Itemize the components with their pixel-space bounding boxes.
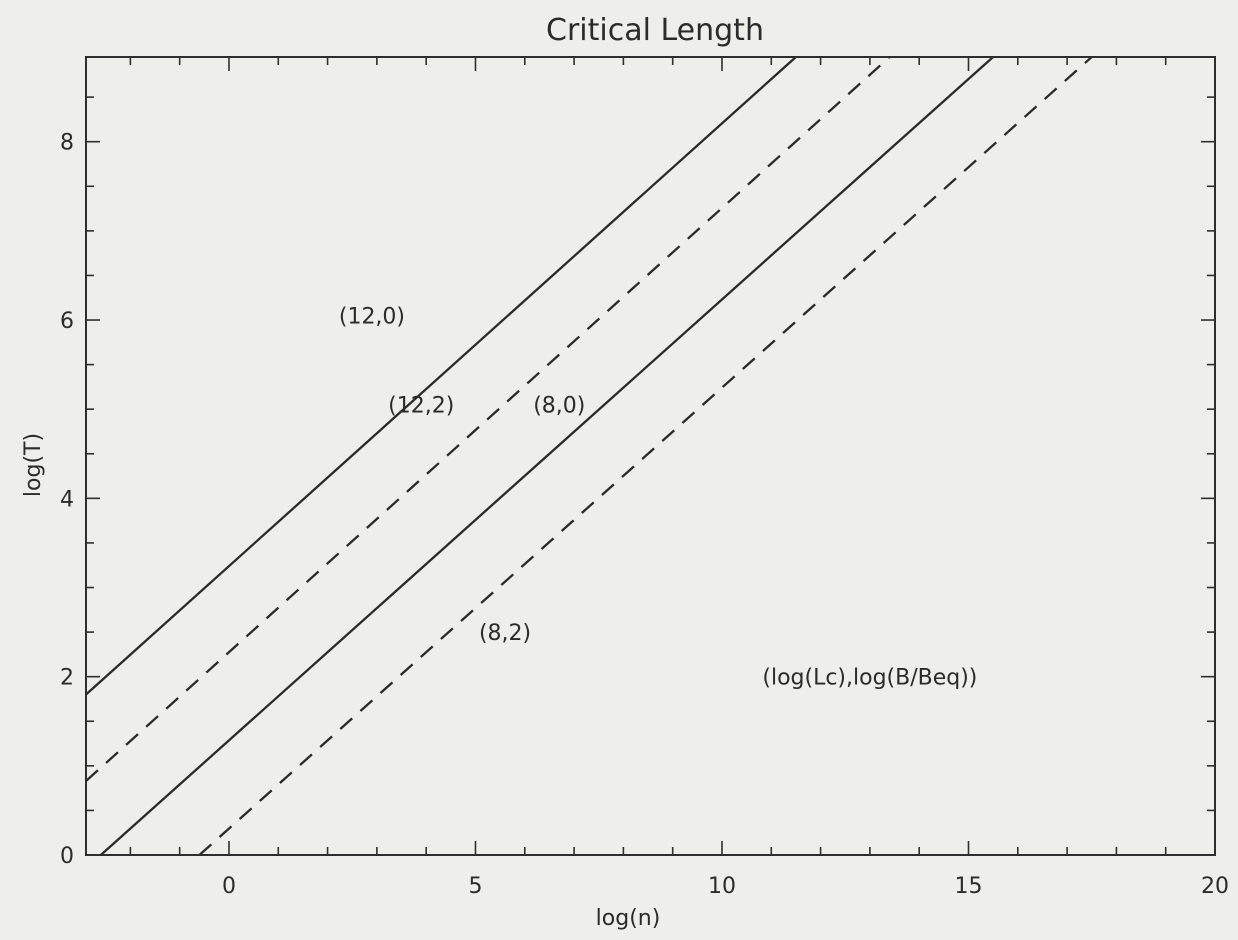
axis-ticks	[86, 57, 1216, 856]
x-tick-label: 15	[954, 874, 982, 899]
series-line	[85, 56, 797, 696]
y-axis-label: log(T)	[21, 433, 46, 497]
series-annotation: (12,2)	[388, 394, 454, 419]
series-annotation: (8,0)	[533, 394, 585, 419]
annotations: (12,0) (12,2) (8,0) (8,2) (log(Lc),log(B/Beq…	[339, 305, 978, 691]
chart-title: Critical Length	[546, 13, 764, 48]
series-annotation: (8,2)	[479, 621, 531, 646]
y-tick-label: 0	[60, 844, 74, 869]
series-lines	[85, 56, 1093, 856]
x-axis-label: log(n)	[596, 906, 661, 931]
y-tick-label: 6	[60, 309, 74, 334]
y-tick-label: 2	[60, 666, 74, 691]
y-tick-label: 8	[60, 131, 74, 156]
series-line	[85, 56, 891, 782]
series-annotation: (log(Lc),log(B/Beq))	[762, 666, 977, 691]
x-tick-label: 5	[468, 874, 482, 899]
x-tick-label: 20	[1201, 874, 1229, 899]
x-tick-label: 0	[222, 874, 236, 899]
x-tick-label: 10	[708, 874, 736, 899]
series-annotation: (12,0)	[339, 305, 405, 330]
tick-labels: 0 5 10 15 20 0 2 4 6 8	[60, 131, 1229, 899]
plot-frame	[85, 56, 1216, 856]
series-line	[198, 56, 1093, 856]
series-line	[100, 56, 994, 856]
y-tick-label: 4	[60, 487, 74, 512]
